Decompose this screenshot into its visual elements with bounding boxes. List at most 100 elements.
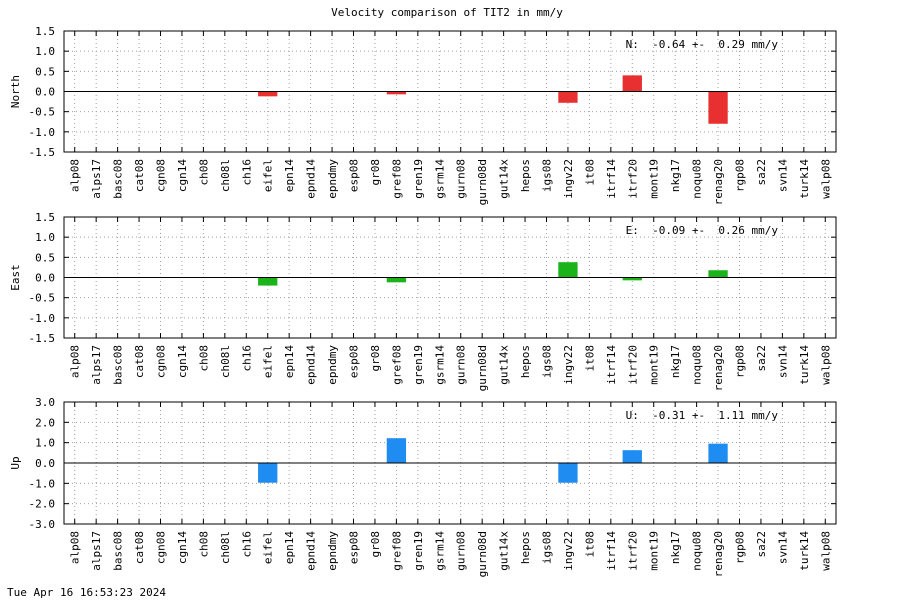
north-category-label: cgn14 xyxy=(176,159,189,192)
north-ytick-label: -1.5 xyxy=(29,146,56,159)
north-category-label: esp08 xyxy=(348,159,361,192)
north-bar-renag20 xyxy=(708,91,728,124)
up-category-label: ch08l xyxy=(219,531,232,564)
north-category-label: basc08 xyxy=(112,159,125,199)
north-bar-ingv22 xyxy=(558,91,578,103)
up-category-label: sa22 xyxy=(755,531,768,558)
up-bar-renag20 xyxy=(708,443,728,463)
up-ytick-label: 0.0 xyxy=(35,457,55,470)
east-category-label: it08 xyxy=(583,345,596,372)
up-panel: -3.0 -2.0 -1.0 0.0 1.0 2.0 3.0 alp08 alps17 basc0… xyxy=(9,396,837,577)
north-ytick-label: 0.0 xyxy=(35,86,55,99)
east-category-label: epn14 xyxy=(283,345,296,378)
east-ytick-label: 1.5 xyxy=(35,211,55,224)
east-ytick-label: 1.0 xyxy=(35,231,55,244)
east-category-label: igs08 xyxy=(541,345,554,378)
up-category-label: turk14 xyxy=(798,531,811,571)
east-category-label: walp08 xyxy=(819,345,832,385)
north-category-label: sa22 xyxy=(755,159,768,186)
up-ytick-label: 1.0 xyxy=(35,437,55,450)
north-category-label: ingv22 xyxy=(562,159,575,199)
up-axis-label: Up xyxy=(9,456,22,469)
north-category-label: mont19 xyxy=(648,159,661,199)
east-category-label: cgn14 xyxy=(176,345,189,378)
up-category-label: itrf20 xyxy=(626,531,639,571)
up-category-label: epnd14 xyxy=(305,531,318,571)
north-ytick-label: 1.0 xyxy=(35,45,55,58)
up-category-label: noqu08 xyxy=(691,531,704,571)
up-category-label: ch08 xyxy=(197,531,210,558)
east-category-label: cgn08 xyxy=(155,345,168,378)
east-category-label: esp08 xyxy=(348,345,361,378)
north-bar-gref08 xyxy=(386,91,407,95)
north-category-label: svn14 xyxy=(776,159,789,192)
up-category-label: cgn08 xyxy=(155,531,168,564)
up-category-label: nkg17 xyxy=(669,531,682,564)
up-category-label: cgn14 xyxy=(176,531,189,564)
up-category-label: itrf14 xyxy=(605,531,618,571)
east-plot-frame xyxy=(63,216,837,339)
north-category-label: rgp08 xyxy=(734,159,747,192)
up-category-label: gref08 xyxy=(390,531,403,571)
up-category-label: gurn08d xyxy=(476,531,489,577)
north-category-label: noqu08 xyxy=(691,159,704,199)
north-ytick-label: 0.5 xyxy=(35,65,55,78)
east-category-label: hepos xyxy=(519,345,532,378)
north-category-label: gurn08d xyxy=(476,159,489,205)
east-category-label: renag20 xyxy=(712,345,725,391)
east-category-label: svn14 xyxy=(776,345,789,378)
up-category-label: gren19 xyxy=(412,531,425,571)
north-bar-eifel xyxy=(258,91,278,97)
east-category-label: gr08 xyxy=(369,345,382,372)
figure-title: Velocity comparison of TIT2 in mm/y xyxy=(331,6,563,19)
east-axis-label: East xyxy=(9,264,22,291)
east-category-label: mont19 xyxy=(648,345,661,385)
east-category-label: epndmy xyxy=(326,345,339,385)
north-category-label: eifel xyxy=(262,159,275,192)
east-ytick-label: 0.5 xyxy=(35,251,55,264)
north-category-label: ch08l xyxy=(219,159,232,192)
east-category-label: ch08l xyxy=(219,345,232,378)
east-category-label: noqu08 xyxy=(691,345,704,385)
north-mean-annotation: N: -0.64 +- 0.29 mm/y xyxy=(626,38,779,51)
north-category-label: alps17 xyxy=(90,159,103,199)
north-category-label: ch08 xyxy=(197,159,210,186)
east-category-label: basc08 xyxy=(112,345,125,385)
north-category-label: cat08 xyxy=(133,159,146,192)
up-category-label: hepos xyxy=(519,531,532,564)
north-category-label: gut14x xyxy=(498,159,511,199)
north-category-label: epn14 xyxy=(283,159,296,192)
up-category-label: alp08 xyxy=(69,531,82,564)
north-category-label: epnd14 xyxy=(305,159,318,199)
east-category-label: gref08 xyxy=(390,345,403,385)
east-category-label: eifel xyxy=(262,345,275,378)
north-category-label: itrf14 xyxy=(605,159,618,199)
north-panel: -1.5 -1.0 -0.5 0.0 0.5 1.0 1.5 alp08 alps17 basc0… xyxy=(9,25,837,205)
north-category-label: cgn08 xyxy=(155,159,168,192)
north-ytick-label: -0.5 xyxy=(29,106,56,119)
east-category-label: alps17 xyxy=(90,345,103,385)
up-category-label: rgp08 xyxy=(734,531,747,564)
north-category-label: hepos xyxy=(519,159,532,192)
chart-panels: -1.5 -1.0 -0.5 0.0 0.5 1.0 1.5 alp08 alps17 basc0… xyxy=(9,25,837,577)
north-category-label: it08 xyxy=(583,159,596,186)
east-bar-eifel xyxy=(258,277,278,286)
up-bar-gref08 xyxy=(386,438,407,463)
up-category-label: ingv22 xyxy=(562,531,575,571)
north-category-label: gr08 xyxy=(369,159,382,186)
up-ytick-label: -1.0 xyxy=(29,477,56,490)
up-category-label: gurn08 xyxy=(455,531,468,571)
up-category-label: mont19 xyxy=(648,531,661,571)
north-category-label: turk14 xyxy=(798,159,811,199)
north-category-label: gren19 xyxy=(412,159,425,199)
up-category-label: gsrm14 xyxy=(433,531,446,571)
up-ytick-label: 3.0 xyxy=(35,396,55,409)
east-category-label: gsrm14 xyxy=(433,345,446,385)
east-category-label: ch16 xyxy=(240,345,253,372)
up-plot-frame xyxy=(63,401,837,525)
east-category-label: nkg17 xyxy=(669,345,682,378)
up-ytick-label: -3.0 xyxy=(29,518,56,531)
east-mean-annotation: E: -0.09 +- 0.26 mm/y xyxy=(626,224,779,237)
east-bar-itrf20 xyxy=(622,277,642,281)
